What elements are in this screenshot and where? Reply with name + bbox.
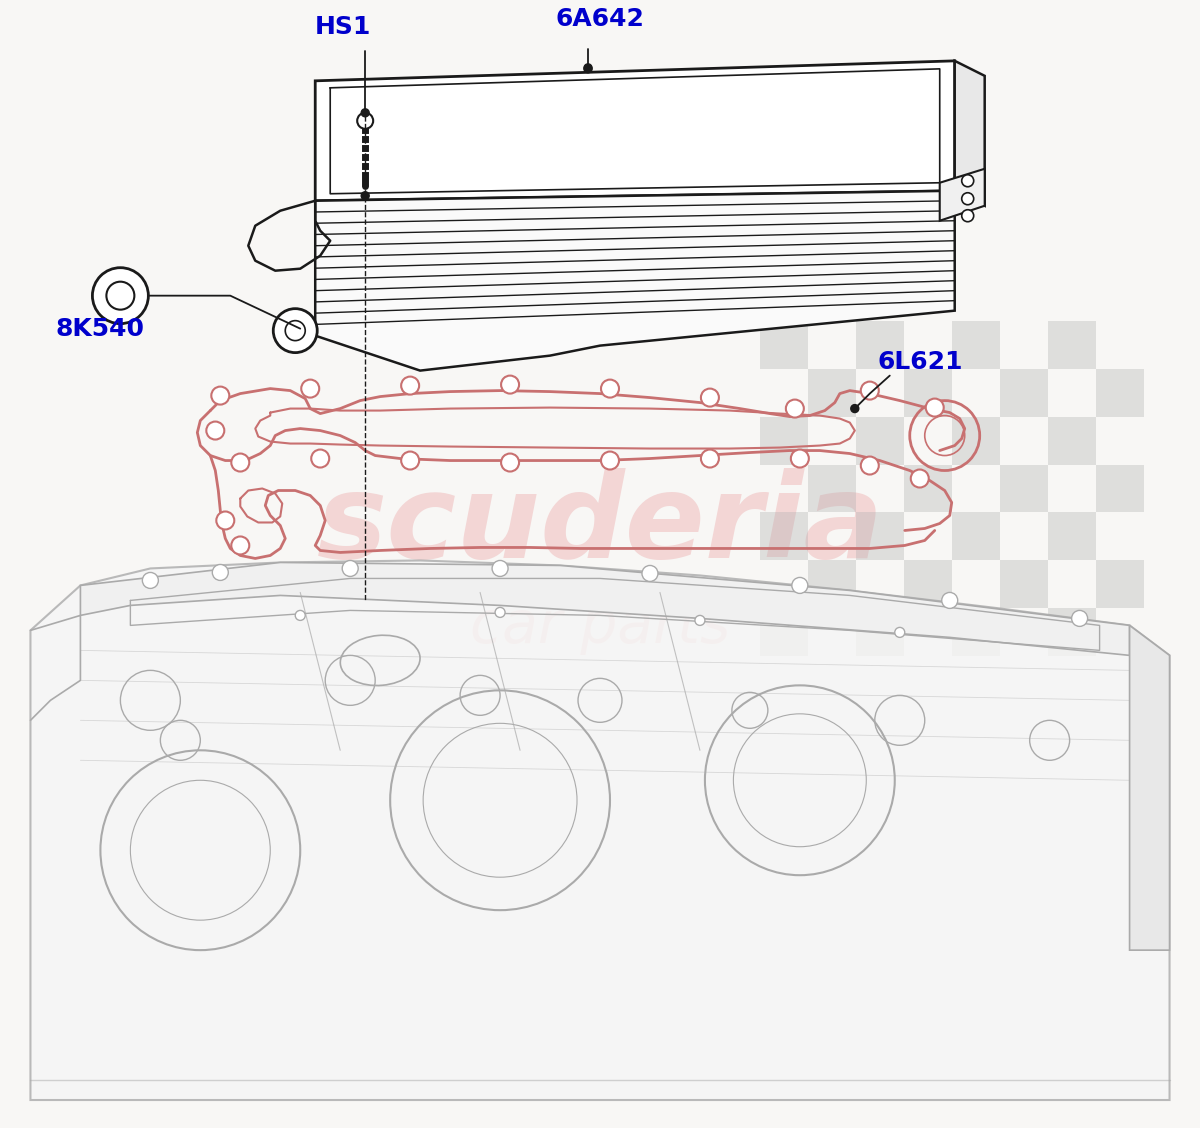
Bar	[856, 512, 904, 561]
Circle shape	[274, 309, 317, 353]
Bar	[760, 416, 808, 465]
Bar	[1096, 369, 1144, 416]
Circle shape	[107, 282, 134, 310]
Polygon shape	[30, 561, 1170, 1100]
Text: 6A642: 6A642	[556, 7, 644, 30]
Circle shape	[925, 398, 943, 416]
Circle shape	[492, 561, 508, 576]
Circle shape	[584, 64, 592, 73]
Bar	[760, 320, 808, 369]
Circle shape	[502, 453, 520, 472]
Text: car parts: car parts	[470, 598, 730, 655]
Text: 6L621: 6L621	[877, 350, 964, 373]
Circle shape	[961, 175, 973, 187]
Bar	[856, 608, 904, 656]
Text: 8K540: 8K540	[55, 317, 144, 341]
Circle shape	[584, 64, 592, 72]
Bar	[952, 608, 1000, 656]
Bar	[952, 512, 1000, 561]
Bar	[760, 512, 808, 561]
Bar	[1000, 465, 1048, 512]
Circle shape	[942, 592, 958, 608]
Circle shape	[143, 572, 158, 589]
Circle shape	[232, 537, 250, 555]
Circle shape	[216, 511, 234, 529]
Circle shape	[851, 405, 859, 413]
Circle shape	[791, 450, 809, 467]
Circle shape	[301, 380, 319, 397]
Circle shape	[206, 422, 224, 440]
Circle shape	[211, 387, 229, 405]
Circle shape	[342, 561, 358, 576]
Bar	[1048, 320, 1096, 369]
Bar	[952, 416, 1000, 465]
Circle shape	[860, 381, 878, 399]
Bar	[808, 561, 856, 608]
Circle shape	[860, 457, 878, 475]
Polygon shape	[940, 169, 985, 221]
Bar	[808, 369, 856, 416]
Bar	[808, 465, 856, 512]
Bar	[904, 465, 952, 512]
Bar	[904, 561, 952, 608]
Circle shape	[1072, 610, 1087, 626]
Bar	[1096, 465, 1144, 512]
Bar	[1000, 369, 1048, 416]
Circle shape	[601, 451, 619, 469]
Circle shape	[496, 607, 505, 617]
Circle shape	[701, 450, 719, 467]
Circle shape	[401, 377, 419, 395]
Bar	[856, 320, 904, 369]
Circle shape	[961, 210, 973, 222]
Circle shape	[786, 399, 804, 417]
Bar	[760, 608, 808, 656]
Circle shape	[232, 453, 250, 472]
Circle shape	[895, 627, 905, 637]
Circle shape	[961, 193, 973, 205]
Circle shape	[701, 388, 719, 406]
Polygon shape	[316, 61, 955, 201]
Circle shape	[311, 450, 329, 467]
Circle shape	[361, 192, 370, 200]
Circle shape	[502, 376, 520, 394]
Circle shape	[401, 451, 419, 469]
Bar	[1000, 561, 1048, 608]
Circle shape	[295, 610, 305, 620]
Polygon shape	[80, 563, 1129, 655]
Polygon shape	[955, 61, 985, 205]
Circle shape	[286, 320, 305, 341]
Circle shape	[92, 267, 149, 324]
Bar	[856, 416, 904, 465]
Circle shape	[212, 564, 228, 581]
Circle shape	[642, 565, 658, 581]
Circle shape	[792, 578, 808, 593]
Circle shape	[358, 113, 373, 129]
Bar	[1048, 512, 1096, 561]
Bar	[1096, 561, 1144, 608]
Polygon shape	[1129, 625, 1170, 950]
Circle shape	[361, 108, 370, 117]
Bar	[952, 320, 1000, 369]
Circle shape	[601, 380, 619, 397]
Circle shape	[911, 469, 929, 487]
Text: scuderia: scuderia	[317, 467, 883, 582]
Circle shape	[695, 616, 704, 625]
Bar	[1048, 416, 1096, 465]
Bar	[904, 369, 952, 416]
Text: HS1: HS1	[316, 15, 372, 38]
Bar	[1048, 608, 1096, 656]
Polygon shape	[316, 191, 955, 371]
